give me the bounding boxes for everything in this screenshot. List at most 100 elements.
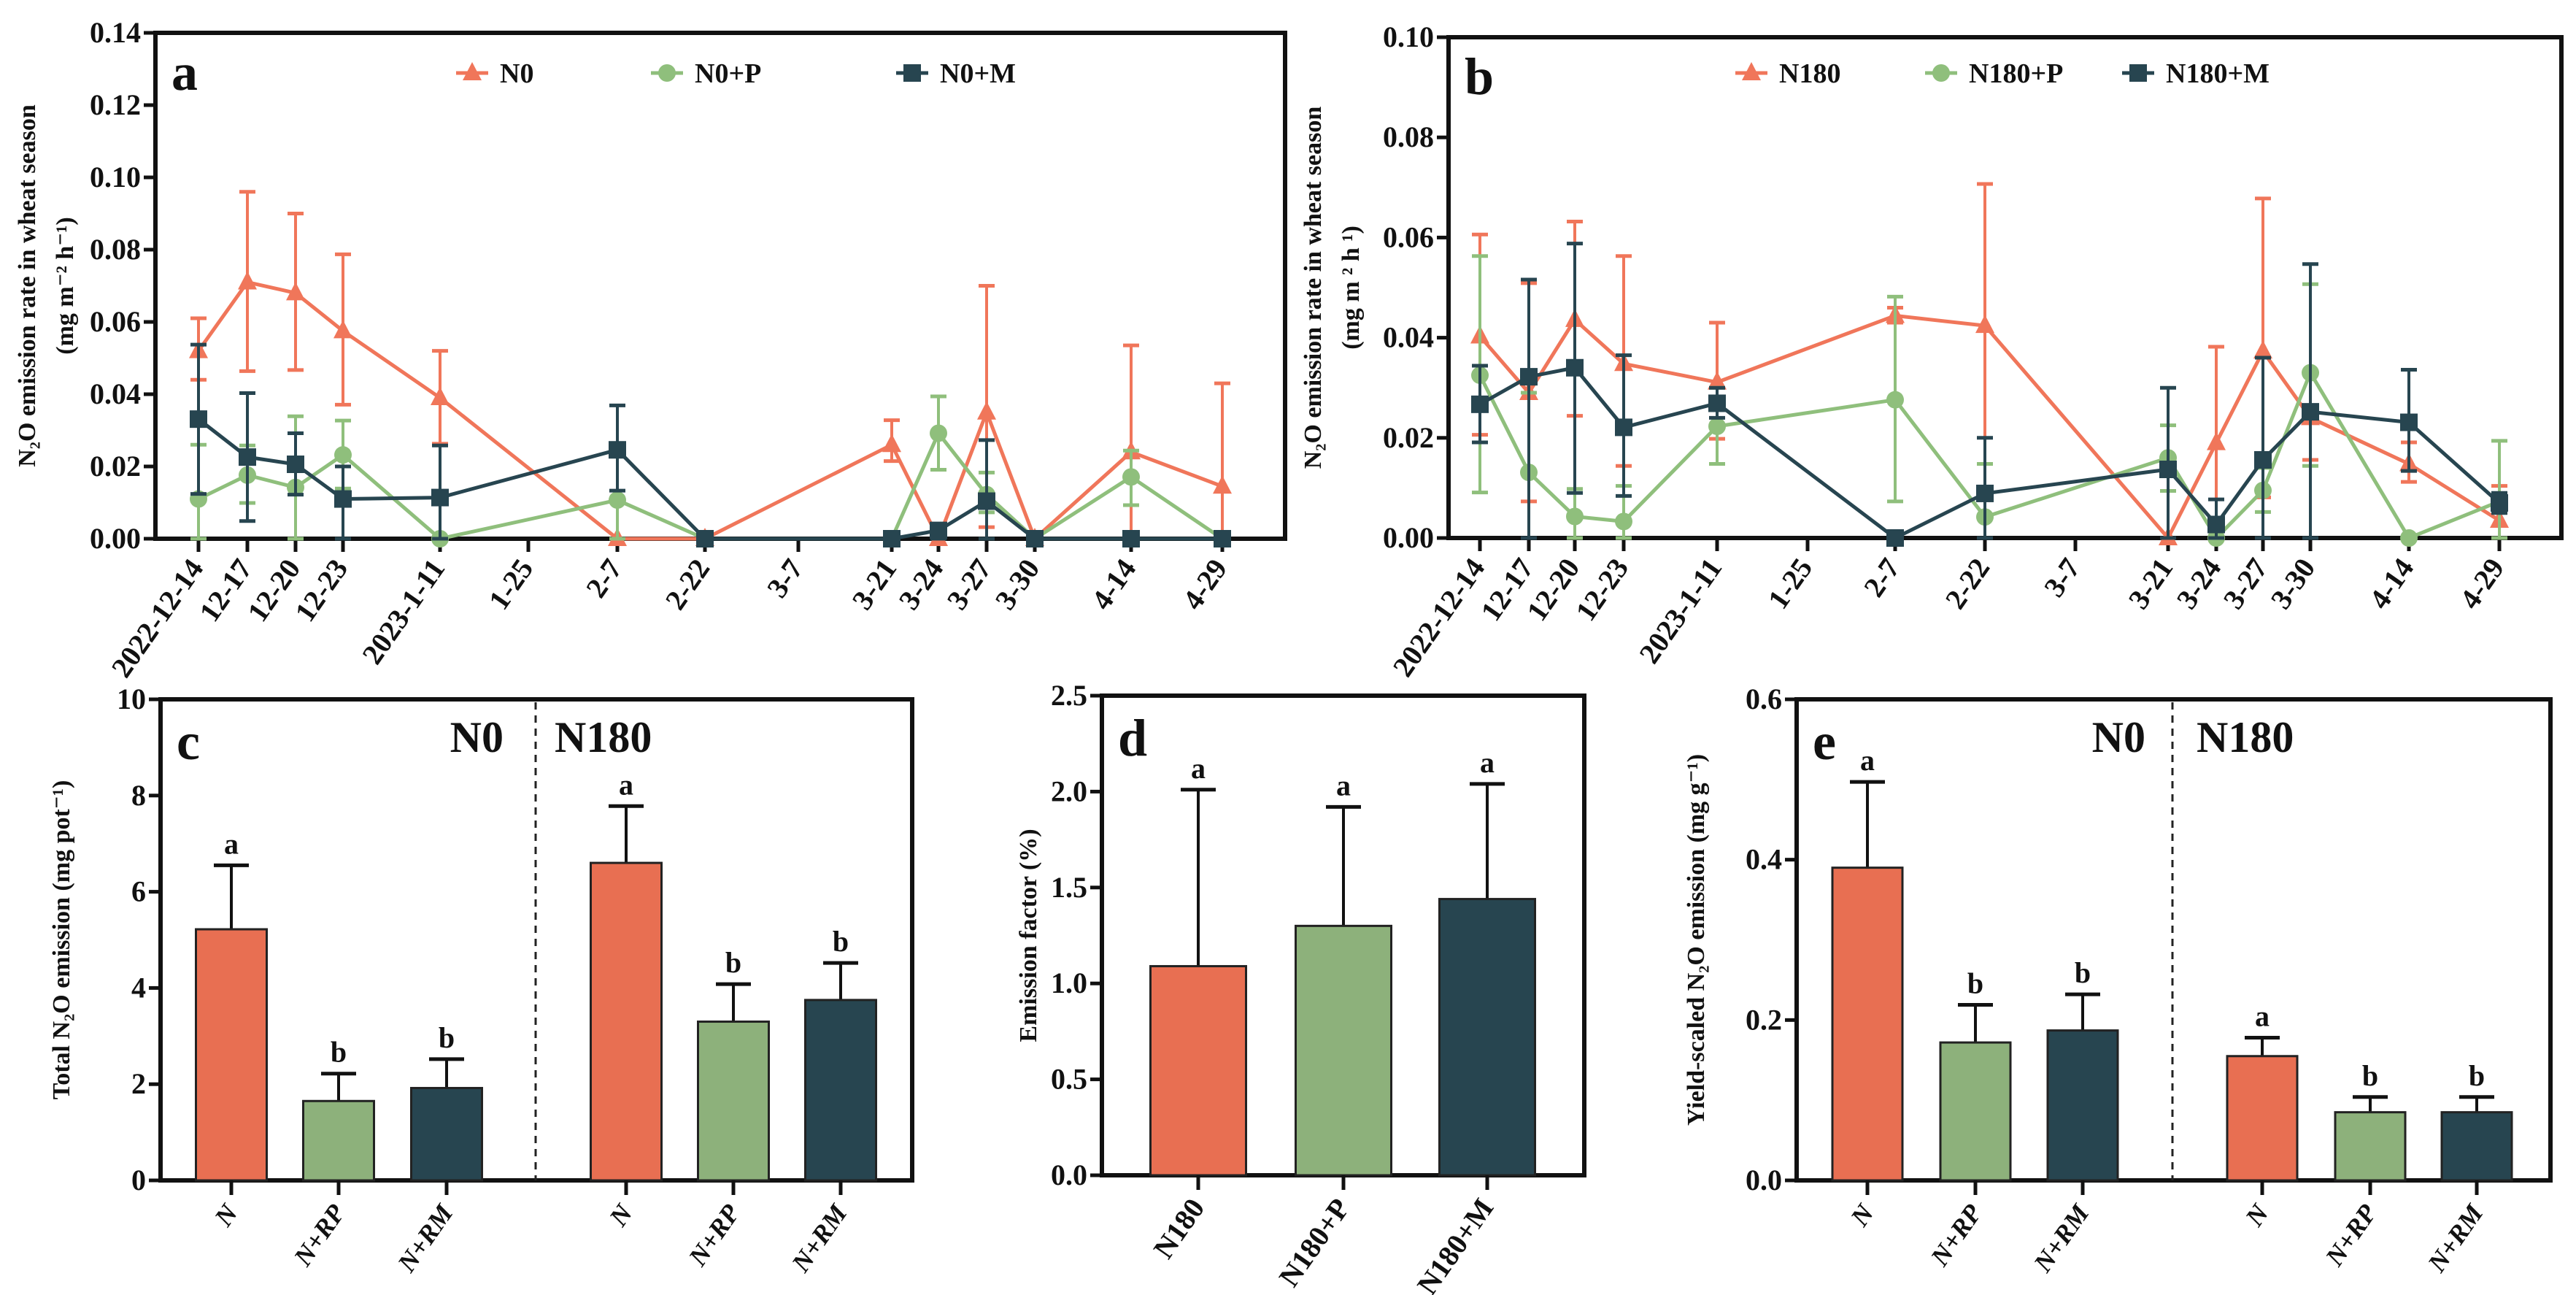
- data-point-N180+P-circle: [2400, 529, 2418, 547]
- y-tick-label-e: 0.0: [1746, 1164, 1782, 1196]
- y-tick-label-c: 6: [131, 875, 146, 908]
- y-tick-label-c: 8: [131, 779, 146, 812]
- data-point-N180+M-square: [1615, 418, 1632, 437]
- legend-label: N0: [500, 58, 533, 89]
- y-axis-title-a: N₂O emission rate in wheat season: [14, 104, 41, 467]
- x-tick-label-a: 3-21: [845, 553, 903, 615]
- data-point-N180+M-square: [1976, 484, 1994, 502]
- data-point-N180+M-square: [2491, 493, 2508, 512]
- y-tick-label-a: 0.08: [90, 233, 141, 266]
- data-point-N180+M-square: [1566, 358, 1584, 377]
- legend-label: N0+P: [695, 58, 761, 89]
- legend-item-N180: N180: [1735, 58, 1840, 89]
- y-tick-label-d: 0.5: [1051, 1063, 1087, 1096]
- legend-marker-triangle-triangle: [1742, 62, 1761, 80]
- data-point-N180-triangle: [1708, 371, 1727, 390]
- significance-letter: a: [1191, 752, 1206, 785]
- data-point-N0+P-circle: [334, 446, 352, 464]
- series-N0+M: [190, 342, 1231, 547]
- data-point-N0-triangle: [882, 434, 901, 453]
- x-tick-label-e: N: [1844, 1198, 1880, 1232]
- significance-letter: b: [1967, 967, 1983, 999]
- significance-letter: b: [331, 1036, 347, 1069]
- significance-letter: b: [833, 925, 849, 958]
- data-point-N180-triangle: [2207, 431, 2226, 450]
- significance-letter: b: [2075, 956, 2091, 989]
- data-point-N0-triangle: [977, 401, 996, 420]
- panel-c: 0 2 4 6 8 10 Total N₂O emission (mg pot⁻¹) c N0 N…: [48, 683, 914, 1277]
- y-tick-label-b: 0.04: [1383, 321, 1434, 354]
- x-tick-label-c: N: [603, 1198, 639, 1232]
- y-tick-label-a: 0.10: [90, 161, 141, 193]
- x-tick-label-a: 3-27: [940, 553, 998, 615]
- data-point-N0+M-square: [287, 456, 304, 474]
- x-tick-label-e: N+RP: [2319, 1199, 2383, 1272]
- y-axis-title-b: N₂O emission rate in wheat season: [1300, 107, 1327, 469]
- data-point-N0+M-square: [239, 448, 256, 466]
- y-tick-label-a: 0.12: [90, 88, 141, 121]
- panel-a: 0.00 0.02 0.04 0.06 0.08 0.10 0.12 0.14 2022-12-…: [14, 16, 1287, 683]
- y-tick-label-a: 0.00: [90, 522, 141, 555]
- x-tick-label-b: 3-21: [2121, 552, 2179, 615]
- bar-N: [2226, 1055, 2299, 1182]
- significance-letter: a: [1336, 769, 1351, 802]
- y-tick-label-e: 0.6: [1746, 683, 1782, 715]
- legend-label: N180+P: [1969, 58, 2063, 89]
- panel-letter-a: a: [171, 43, 198, 101]
- y-tick-label-a: 0.02: [90, 450, 141, 483]
- data-point-N180+P-circle: [1566, 507, 1584, 526]
- y-tick-label-a: 0.14: [90, 16, 141, 49]
- y-tick-label-b: 0.06: [1383, 220, 1434, 253]
- bar-N+RP: [1939, 1041, 2012, 1182]
- bar-N: [1831, 866, 1904, 1182]
- bar-N180+M: [1438, 898, 1536, 1177]
- x-tick-label-b: 2022-12-14: [1386, 552, 1491, 683]
- x-tick-label-b: 1-25: [1761, 552, 1819, 615]
- legend-marker-square-square: [2129, 64, 2147, 82]
- data-point-N180+P-circle: [1886, 391, 1904, 409]
- x-tick-label-a: 4-29: [1176, 553, 1233, 615]
- panel-letter-c: c: [177, 712, 200, 771]
- significance-letter: b: [2469, 1059, 2485, 1092]
- x-tick-label-c: N+RP: [682, 1199, 746, 1272]
- y-axis-title-d: Emission factor (%): [1015, 829, 1042, 1042]
- x-tick-label-c: N+RM: [391, 1198, 459, 1277]
- significance-letter: b: [439, 1021, 455, 1054]
- bar-N+RM: [410, 1086, 483, 1182]
- x-tick-label-e: N+RM: [2027, 1198, 2095, 1277]
- x-tick-label-a: 3-24: [892, 553, 949, 615]
- x-tick-label-b: 3-24: [2170, 552, 2227, 615]
- panel-d: 0.0 0.5 1.0 1.5 2.0 2.5 Emission factor (%) d a N…: [1015, 679, 1586, 1295]
- data-point-N0+M-square: [190, 410, 207, 429]
- significance-letter: a: [1480, 746, 1495, 779]
- x-tick-label-d: N180+P: [1272, 1192, 1356, 1292]
- x-tick-label-a: 4-14: [1084, 553, 1142, 615]
- x-tick-label-a: 2023-1-11: [355, 553, 451, 670]
- significance-letter: b: [2362, 1059, 2378, 1092]
- plot-frame-b: [1446, 35, 2564, 540]
- data-point-N0-triangle: [238, 271, 257, 290]
- x-tick-label-c: N+RP: [288, 1199, 351, 1272]
- data-point-N0+M-square: [609, 441, 626, 459]
- x-tick-label-c: N+RM: [785, 1198, 853, 1277]
- group-label-N180: N180: [2197, 713, 2294, 761]
- data-point-N180-triangle: [1975, 315, 1994, 334]
- data-point-N0+M-square: [431, 488, 449, 507]
- data-point-N0-triangle: [286, 282, 305, 301]
- y-axis-title-c: Total N₂O emission (mg pot⁻¹): [48, 780, 75, 1100]
- series-N180+M: [1471, 242, 2508, 547]
- bar-N+RP: [2334, 1111, 2407, 1182]
- x-tick-label-a: 2022-12-14: [104, 553, 209, 683]
- legend-label: N180: [1779, 58, 1840, 89]
- x-tick-label-b: 2-7: [1857, 552, 1906, 602]
- y-tick-label-b: 0.10: [1383, 20, 1434, 53]
- y-tick-label-c: 10: [117, 683, 146, 715]
- y-tick-label-b: 0.08: [1383, 120, 1434, 153]
- y-tick-label-e: 0.2: [1746, 1003, 1782, 1036]
- data-point-N180+M-square: [2302, 403, 2319, 421]
- bar-N180: [1149, 965, 1247, 1177]
- legend-marker-circle-circle: [1932, 64, 1950, 82]
- x-tick-label-a: 1-25: [482, 553, 539, 615]
- x-tick-label-b: 3-7: [2037, 552, 2086, 602]
